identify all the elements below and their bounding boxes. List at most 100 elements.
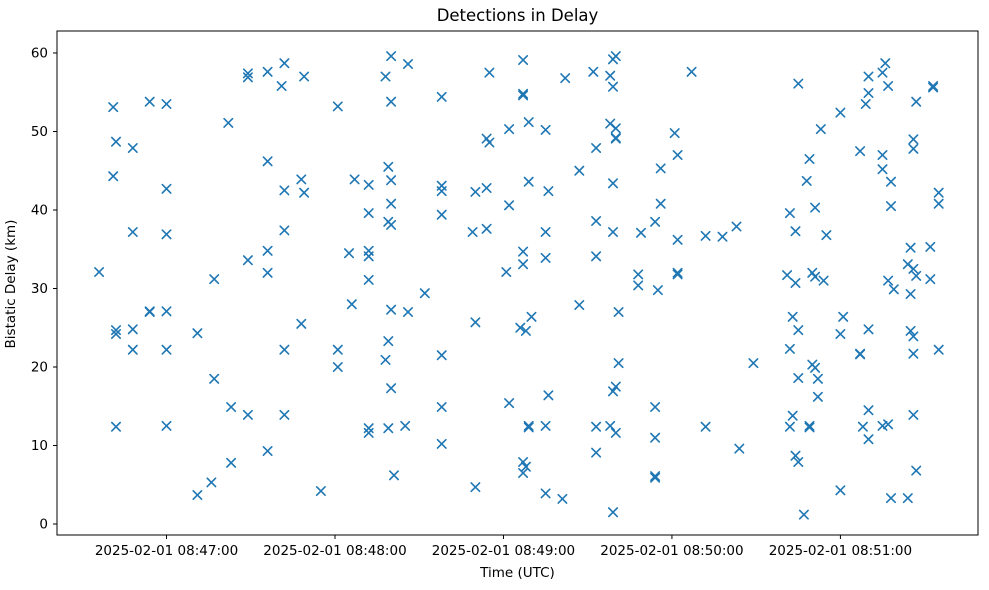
scatter-point <box>672 269 683 280</box>
scatter-point <box>793 78 804 89</box>
scatter-point <box>928 82 939 93</box>
scatter-point <box>925 241 936 252</box>
scatter-point <box>608 386 618 397</box>
y-tick-label: 20 <box>31 360 48 376</box>
y-tick-label: 10 <box>31 438 48 454</box>
scatter-point <box>810 362 821 373</box>
scatter-point <box>591 421 602 432</box>
scatter-point <box>470 482 481 493</box>
scatter-point <box>933 187 944 198</box>
scatter-point <box>403 307 413 317</box>
scatter-point <box>523 422 534 433</box>
scatter-point <box>161 344 172 355</box>
scatter-point <box>386 219 397 230</box>
y-tick-label: 30 <box>31 281 48 297</box>
scatter-point <box>883 81 894 91</box>
scatter-point <box>672 267 683 278</box>
scatter-point <box>481 223 492 234</box>
scatter-point <box>883 419 894 430</box>
scatter-point <box>94 267 105 277</box>
scatter-point <box>383 161 394 172</box>
scatter-point <box>610 51 621 62</box>
scatter-point <box>655 163 666 174</box>
scatter-point <box>650 471 661 482</box>
scatter-point <box>363 251 374 262</box>
scatter-point <box>111 325 121 336</box>
scatter-point <box>127 227 138 237</box>
scatter-point <box>501 267 512 277</box>
scatter-point <box>908 263 919 274</box>
scatter-point <box>209 373 220 384</box>
scatter-point <box>652 285 663 296</box>
scatter-point <box>650 402 661 412</box>
scatter-point <box>540 227 551 237</box>
scatter-point <box>790 278 801 288</box>
scatter-point <box>784 343 795 354</box>
scatter-point <box>520 461 531 472</box>
scatter-point <box>481 183 492 193</box>
scatter-point <box>279 58 290 69</box>
scatter-point <box>605 420 616 431</box>
scatter-point <box>815 124 826 135</box>
scatter-point <box>279 344 290 355</box>
scatter-point <box>863 434 874 445</box>
scatter-point <box>933 344 944 355</box>
scatter-point <box>883 275 894 286</box>
scatter-point <box>242 409 253 420</box>
scatter-point <box>161 99 172 109</box>
scatter-point <box>518 457 529 467</box>
scatter-point <box>386 51 397 62</box>
scatter-point <box>346 299 357 310</box>
scatter-point <box>400 420 411 431</box>
scatter-point <box>144 307 155 317</box>
scatter-point <box>905 325 916 336</box>
scatter-point <box>111 421 121 432</box>
scatter-point <box>242 68 253 79</box>
scatter-point <box>161 306 172 317</box>
scatter-point <box>161 420 172 431</box>
y-tick-label: 0 <box>39 517 48 533</box>
scatter-point <box>793 325 804 336</box>
scatter-point <box>880 58 891 69</box>
scatter-point <box>669 128 680 139</box>
scatter-point <box>540 420 551 431</box>
scatter-point <box>610 381 621 392</box>
scatter-point <box>192 490 203 500</box>
scatter-point <box>242 255 253 266</box>
scatter-point <box>436 186 447 197</box>
scatter-point <box>608 81 618 92</box>
scatter-point <box>734 443 745 454</box>
scatter-point <box>908 143 919 154</box>
scatter-point <box>380 354 391 365</box>
scatter-point <box>787 311 798 322</box>
scatter-point <box>518 88 529 99</box>
scatter-point <box>877 150 888 160</box>
scatter-point <box>793 457 804 467</box>
scatter-point <box>574 300 585 310</box>
scatter-point <box>467 227 478 237</box>
scatter-point <box>332 344 343 355</box>
scatter-point <box>672 150 683 160</box>
scatter-point <box>127 324 138 335</box>
scatter-point <box>818 275 829 286</box>
scatter-point <box>363 423 374 434</box>
scatter-point <box>161 229 172 240</box>
scatter-point <box>784 421 795 432</box>
x-tick-label: 2025-02-01 08:48:00 <box>263 543 406 559</box>
scatter-point <box>886 493 896 504</box>
scatter-point <box>717 231 728 242</box>
x-tick-label: 2025-02-01 08:51:00 <box>769 543 912 559</box>
scatter-point <box>484 67 495 78</box>
scatter-point <box>812 391 823 402</box>
scatter-point <box>383 336 394 347</box>
scatter-point <box>540 252 551 263</box>
scatter-point <box>810 271 821 282</box>
scatter-point <box>520 325 531 336</box>
scatter-point <box>504 124 515 135</box>
scatter-point <box>386 198 397 209</box>
scatter-point <box>863 324 874 335</box>
scatter-point <box>436 209 447 220</box>
scatter-point <box>470 186 481 197</box>
scatter-point <box>470 317 481 328</box>
scatter-point <box>608 227 618 237</box>
